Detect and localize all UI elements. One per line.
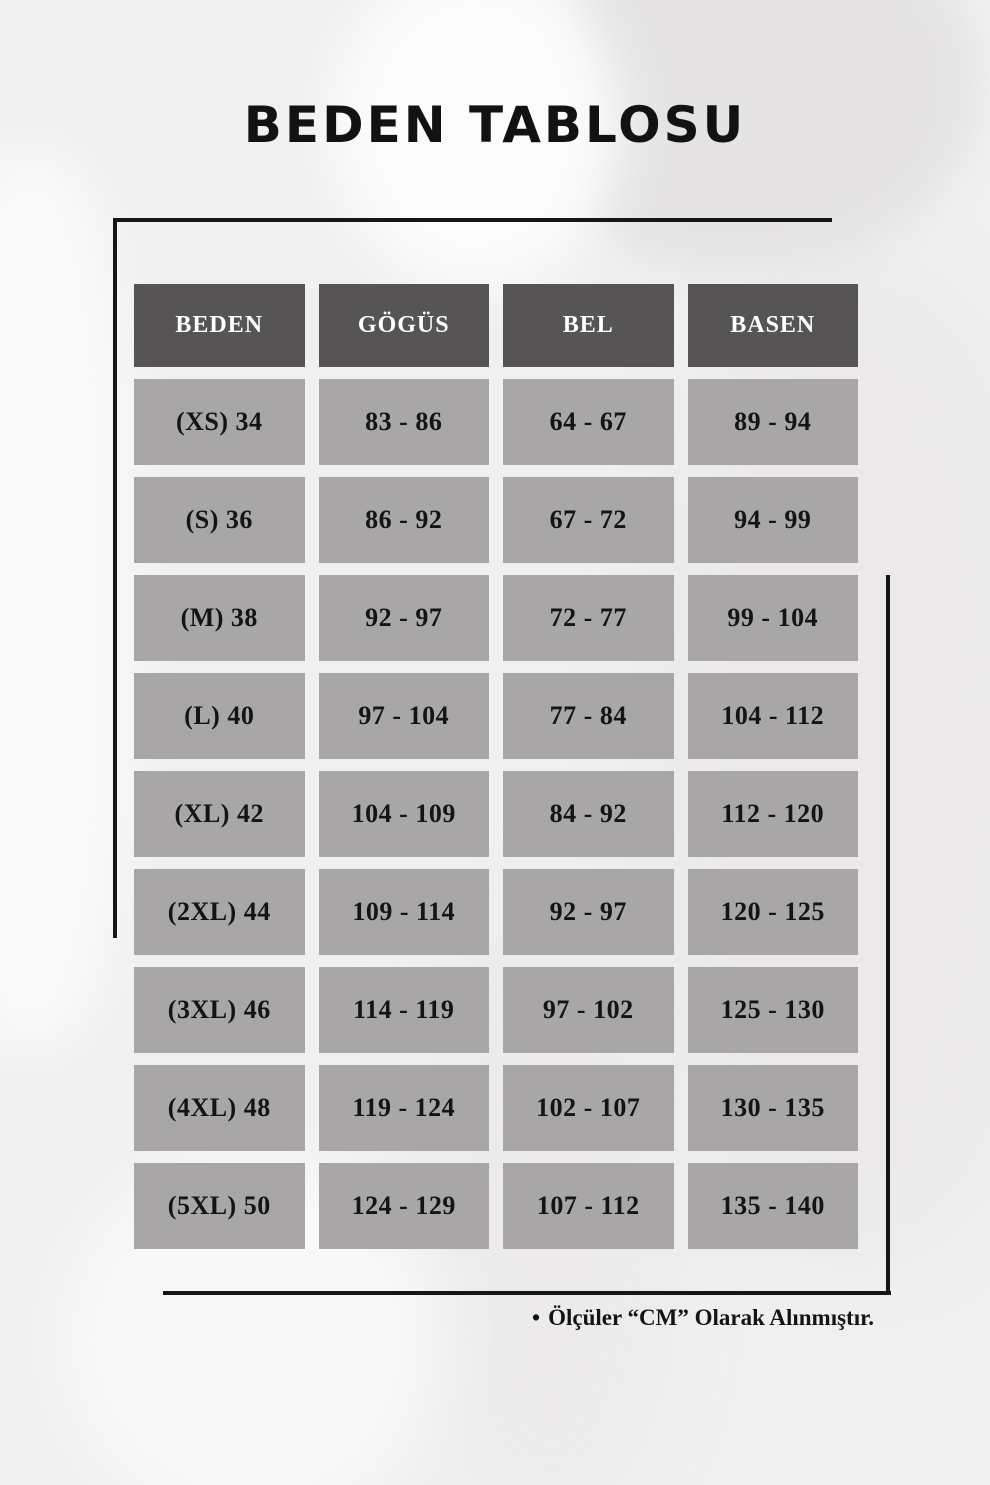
- measurement-cell: 114 - 119: [318, 967, 489, 1053]
- measurement-cell: 72 - 77: [503, 575, 674, 661]
- measurement-cell: 84 - 92: [503, 771, 674, 857]
- measurement-cell: 97 - 104: [318, 673, 489, 759]
- size-cell: (XL) 42: [134, 771, 305, 857]
- decor-line-left: [113, 218, 117, 938]
- header-cell-bel: BEL: [503, 284, 674, 367]
- measurement-cell: 83 - 86: [318, 379, 489, 465]
- measurement-cell: 99 - 104: [687, 575, 858, 661]
- measurement-cell: 64 - 67: [503, 379, 674, 465]
- header-cell-beden: BEDEN: [134, 284, 305, 367]
- measurement-cell: 119 - 124: [318, 1065, 489, 1151]
- footer-note: • Ölçüler “CM” Olarak Alınmıştır.: [400, 1305, 990, 1331]
- measurement-cell: 124 - 129: [318, 1163, 489, 1249]
- measurement-cell: 130 - 135: [687, 1065, 858, 1151]
- measurement-cell: 120 - 125: [687, 869, 858, 955]
- size-cell: (2XL) 44: [134, 869, 305, 955]
- decor-line-right: [886, 575, 890, 1293]
- measurement-cell: 112 - 120: [687, 771, 858, 857]
- measurement-cell: 94 - 99: [687, 477, 858, 563]
- decor-line-top: [113, 218, 832, 222]
- header-cell-basen: BASEN: [687, 284, 858, 367]
- measurement-cell: 109 - 114: [318, 869, 489, 955]
- measurement-cell: 92 - 97: [318, 575, 489, 661]
- measurement-cell: 107 - 112: [503, 1163, 674, 1249]
- size-cell: (4XL) 48: [134, 1065, 305, 1151]
- measurement-cell: 97 - 102: [503, 967, 674, 1053]
- size-cell: (XS) 34: [134, 379, 305, 465]
- measurement-cell: 89 - 94: [687, 379, 858, 465]
- decor-line-bottom: [163, 1291, 891, 1295]
- size-cell: (L) 40: [134, 673, 305, 759]
- measurement-cell: 104 - 112: [687, 673, 858, 759]
- bullet-icon: •: [532, 1305, 541, 1330]
- size-cell: (M) 38: [134, 575, 305, 661]
- measurement-cell: 125 - 130: [687, 967, 858, 1053]
- measurement-cell: 77 - 84: [503, 673, 674, 759]
- size-cell: (5XL) 50: [134, 1163, 305, 1249]
- measurement-cell: 67 - 72: [503, 477, 674, 563]
- header-cell-ggs: GÖGÜS: [318, 284, 489, 367]
- size-cell: (3XL) 46: [134, 967, 305, 1053]
- measurement-cell: 135 - 140: [687, 1163, 858, 1249]
- page-title: BEDEN TABLOSU: [243, 96, 747, 154]
- footer-note-text: Ölçüler “CM” Olarak Alınmıştır.: [548, 1305, 874, 1330]
- measurement-cell: 92 - 97: [503, 869, 674, 955]
- measurement-cell: 104 - 109: [318, 771, 489, 857]
- background-highlight-left: [0, 150, 130, 1050]
- size-cell: (S) 36: [134, 477, 305, 563]
- measurement-cell: 86 - 92: [318, 477, 489, 563]
- size-table: BEDEN GÖGÜS BEL BASEN (XS) 34 83 - 86 64 - 67 8…: [134, 284, 858, 1249]
- measurement-cell: 102 - 107: [503, 1065, 674, 1151]
